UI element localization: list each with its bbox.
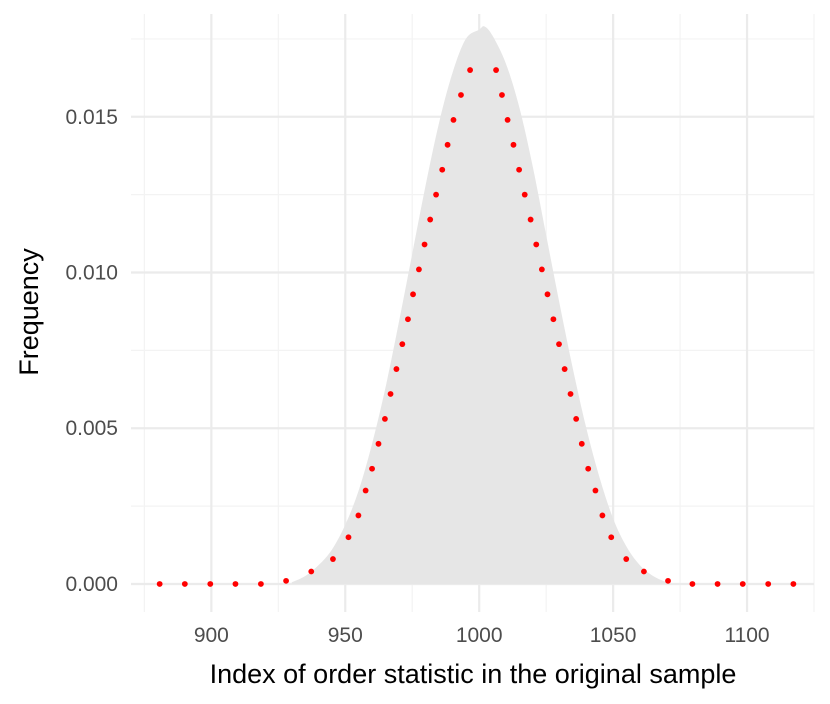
x-axis-tick-labels: 900 950 1000 1050 1100 — [194, 624, 770, 647]
data-point — [330, 556, 336, 562]
data-point — [362, 487, 369, 494]
data-point — [592, 487, 599, 494]
x-tick-label: 1000 — [456, 624, 503, 647]
data-point — [499, 92, 505, 98]
data-point — [556, 341, 562, 348]
data-point — [427, 216, 434, 223]
data-point — [665, 577, 671, 584]
y-tick-label: 0.005 — [65, 417, 118, 440]
data-point — [421, 241, 428, 248]
data-point — [550, 316, 557, 323]
y-axis-tick-labels: 0.000 0.005 0.010 0.015 — [65, 106, 118, 596]
data-point — [790, 581, 797, 587]
data-point — [308, 568, 315, 575]
y-tick-label: 0.015 — [65, 106, 118, 129]
y-axis-title: Frequency — [14, 248, 44, 376]
density-area — [291, 26, 667, 584]
data-point — [433, 191, 439, 198]
data-point — [232, 581, 239, 587]
data-point — [561, 366, 568, 372]
data-point — [714, 581, 721, 587]
data-point — [444, 141, 451, 148]
data-point — [585, 465, 592, 472]
x-tick-label: 1050 — [590, 624, 637, 647]
data-point — [544, 291, 551, 298]
data-point — [355, 512, 362, 519]
data-point — [573, 415, 580, 422]
data-point — [399, 341, 406, 348]
data-point — [765, 581, 772, 587]
data-point — [393, 366, 400, 372]
data-point — [156, 581, 163, 587]
data-point — [623, 556, 630, 562]
data-point — [567, 391, 574, 397]
data-point — [345, 534, 352, 541]
data-point — [608, 534, 615, 541]
data-point — [467, 67, 473, 73]
data-point — [450, 116, 457, 123]
data-point — [375, 440, 382, 447]
data-point — [689, 581, 696, 587]
data-point — [599, 512, 606, 519]
data-point — [527, 216, 534, 223]
data-point — [382, 415, 388, 422]
x-axis-title: Index of order statistic in the original… — [210, 659, 737, 689]
data-point — [258, 581, 264, 587]
data-point — [521, 191, 528, 198]
y-tick-label: 0.000 — [65, 573, 118, 596]
data-point — [207, 581, 214, 587]
x-tick-label: 950 — [328, 624, 363, 647]
data-point — [510, 141, 517, 148]
data-point — [283, 577, 289, 584]
data-point — [641, 568, 647, 575]
y-tick-label: 0.010 — [65, 262, 118, 285]
data-point — [538, 266, 545, 273]
x-tick-label: 1100 — [724, 624, 769, 647]
data-point — [516, 166, 523, 173]
data-point — [369, 465, 375, 472]
data-point — [416, 266, 422, 273]
data-point — [410, 291, 416, 298]
data-point — [504, 116, 511, 123]
data-point — [578, 440, 585, 447]
data-point — [439, 166, 446, 173]
data-point — [405, 316, 411, 323]
data-point — [458, 92, 464, 98]
x-tick-label: 900 — [194, 624, 229, 647]
data-point — [533, 241, 540, 248]
data-points — [156, 67, 797, 587]
data-point — [387, 391, 394, 397]
data-point — [181, 581, 188, 587]
data-point — [739, 581, 746, 587]
data-point — [493, 67, 499, 73]
